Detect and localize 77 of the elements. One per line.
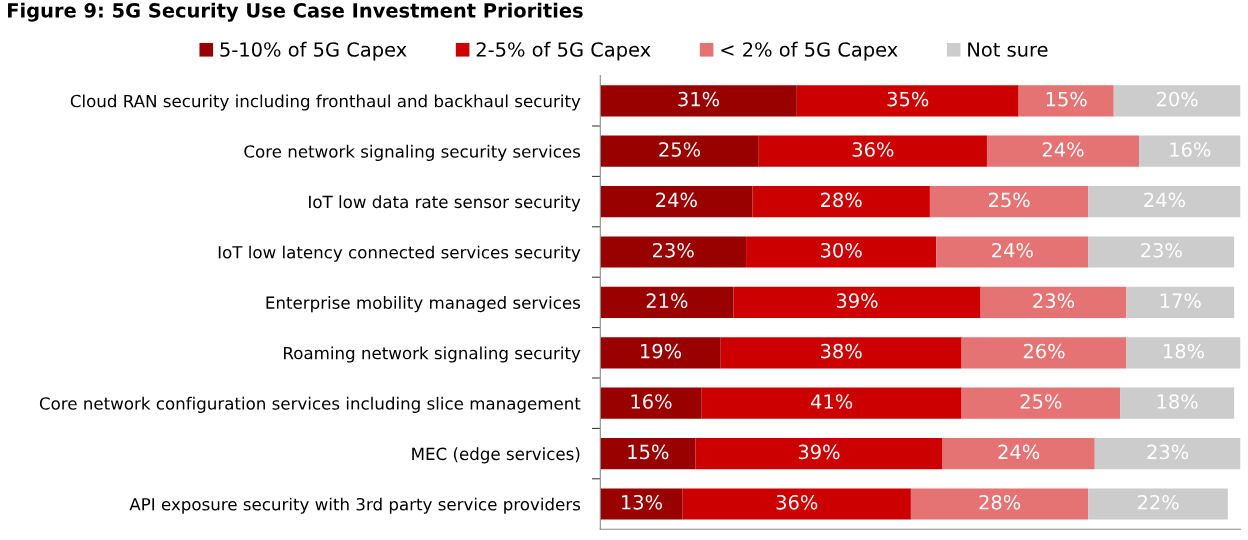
bar	[1088, 185, 1241, 218]
y-tick-label: MEC (edge services)	[412, 447, 580, 464]
bar	[682, 488, 911, 520]
bar	[720, 337, 962, 369]
legend-label: Not sure	[968, 42, 1048, 57]
bar	[752, 185, 930, 218]
data-label: 25%	[988, 192, 1030, 208]
bar	[1088, 236, 1235, 268]
data-label: 39%	[836, 293, 878, 309]
bar	[1139, 135, 1241, 167]
bar	[910, 488, 1089, 520]
data-label: 19%	[641, 343, 682, 359]
bar	[1018, 85, 1114, 117]
data-label: 21%	[646, 293, 688, 309]
bar	[733, 286, 981, 319]
bar	[600, 488, 683, 520]
data-label: 25%	[1020, 394, 1062, 409]
bar	[1113, 85, 1241, 117]
y-tick-label: Roaming network signaling security	[284, 346, 581, 363]
data-label: 36%	[852, 142, 894, 157]
bar	[1088, 488, 1228, 520]
data-label: 13%	[622, 494, 663, 510]
data-label: 30%	[821, 242, 862, 258]
data-label: 31%	[678, 91, 720, 107]
legend-label: 5-10% of 5G Capex	[220, 41, 407, 61]
data-label: 25%	[659, 142, 701, 157]
data-label: 24%	[992, 242, 1033, 258]
bar	[695, 437, 943, 470]
bar	[600, 387, 702, 419]
bar	[986, 135, 1140, 167]
data-label: 41%	[811, 394, 853, 409]
bar	[942, 437, 1095, 470]
data-label: 39%	[798, 444, 840, 460]
legend-label: 2-5% of 5G Capex	[476, 41, 651, 61]
y-tick-label: Enterprise mobility managed services	[266, 296, 581, 313]
bar	[936, 236, 1089, 268]
bar	[1094, 437, 1241, 470]
bar	[929, 185, 1089, 218]
bar	[746, 236, 937, 268]
data-label: 24%	[1042, 142, 1084, 157]
bar	[600, 437, 696, 470]
y-tick-label: IoT low latency connected services security	[218, 245, 581, 262]
y-tick-label: Cloud RAN security including fronthaul and backhaul security	[70, 94, 581, 111]
data-label: 16%	[631, 394, 672, 409]
data-label: 23%	[1033, 293, 1075, 309]
bar	[600, 85, 797, 117]
data-label: 28%	[820, 192, 862, 208]
data-label: 23%	[653, 242, 694, 258]
data-label: 24%	[998, 444, 1040, 460]
data-label: 28%	[979, 494, 1021, 510]
bar	[980, 286, 1127, 319]
data-label: 38%	[821, 343, 862, 359]
data-label: 35%	[887, 91, 929, 107]
bar	[796, 85, 1019, 117]
bar	[758, 135, 987, 167]
data-label: 15%	[628, 444, 669, 460]
y-tick-label: API exposure security with 3rd party service providers	[129, 497, 581, 514]
bar	[961, 337, 1127, 369]
bar	[701, 387, 962, 419]
bar	[600, 286, 734, 319]
bar	[600, 337, 721, 369]
y-tick-label: Core network signaling security services	[244, 144, 581, 161]
data-label: 26%	[1023, 343, 1065, 359]
data-label: 36%	[776, 494, 818, 510]
legend-label: < 2% of 5G Capex	[721, 41, 898, 61]
text: Figure 9: 5G Security Use Case Investment Priorities	[8, 2, 583, 22]
bar	[600, 135, 759, 167]
bar	[1126, 337, 1241, 369]
y-tick-label: Core network configuration services including slice management	[39, 396, 581, 413]
data-label: 24%	[656, 192, 697, 208]
bar	[600, 236, 747, 268]
bar	[961, 387, 1121, 419]
bar	[600, 185, 753, 218]
y-tick-label: IoT low data rate sensor security	[309, 195, 581, 212]
bar	[1126, 286, 1235, 319]
data-label: 15%	[1046, 91, 1087, 107]
bar	[1120, 387, 1235, 419]
